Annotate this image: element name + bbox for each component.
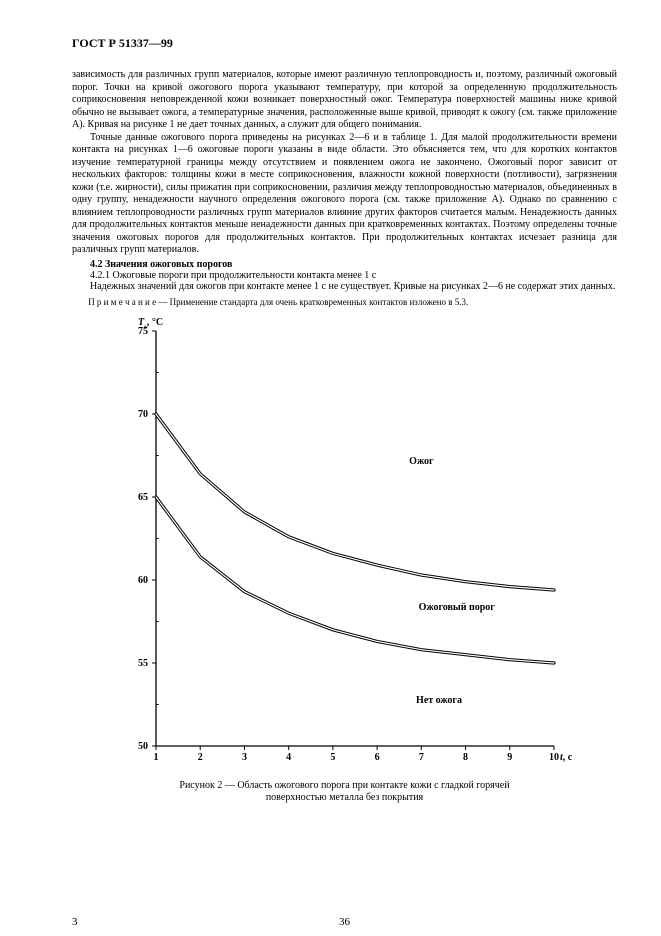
svg-text:t, c: t, c: [560, 752, 573, 763]
chart-caption: Рисунок 2 — Область ожогового порога при…: [100, 780, 590, 804]
svg-text:75: 75: [138, 326, 148, 337]
svg-text:6: 6: [374, 752, 379, 763]
heading-4-2: 4.2 Значения ожоговых порогов: [72, 259, 617, 270]
paragraph-3: Надежных значений для ожогов при контакт…: [72, 281, 617, 294]
svg-text:2: 2: [197, 752, 202, 763]
svg-text:4: 4: [286, 752, 291, 763]
svg-text:1: 1: [153, 752, 158, 763]
svg-text:55: 55: [138, 658, 148, 669]
svg-text:60: 60: [138, 575, 148, 586]
svg-text:9: 9: [507, 752, 512, 763]
chart-figure-2: Ts, °C50556065707512345678910t, cОжогОжо…: [100, 309, 590, 804]
svg-text:Ожоговый порог: Ожоговый порог: [418, 602, 495, 613]
document-id: ГОСТ Р 51337—99: [72, 36, 617, 51]
svg-text:7: 7: [418, 752, 423, 763]
caption-line-2: поверхностью металла без покрытия: [266, 792, 423, 803]
page: ГОСТ Р 51337—99 зависимость для различны…: [0, 0, 661, 936]
paragraph-1: зависимость для различных групп материал…: [72, 69, 617, 132]
svg-text:70: 70: [138, 409, 148, 420]
page-number-center: 36: [339, 916, 350, 928]
chart-svg: Ts, °C50556065707512345678910t, cОжогОжо…: [100, 309, 590, 774]
paragraph-2: Точные данные ожогового порога приведены…: [72, 132, 617, 257]
svg-text:65: 65: [138, 492, 148, 503]
svg-text:Ожог: Ожог: [409, 456, 434, 467]
svg-text:5: 5: [330, 752, 335, 763]
heading-4-2-1: 4.2.1 Ожоговые пороги при продолжительно…: [72, 270, 617, 281]
svg-text:10: 10: [549, 752, 559, 763]
page-number-left: 3: [72, 916, 78, 928]
svg-text:3: 3: [241, 752, 246, 763]
svg-text:Нет ожога: Нет ожога: [416, 695, 462, 706]
note-text: П р и м е ч а н и е — Применение стандар…: [72, 297, 617, 307]
svg-text:8: 8: [463, 752, 468, 763]
caption-line-1: Рисунок 2 — Область ожогового порога при…: [179, 780, 509, 791]
svg-text:50: 50: [138, 741, 148, 752]
